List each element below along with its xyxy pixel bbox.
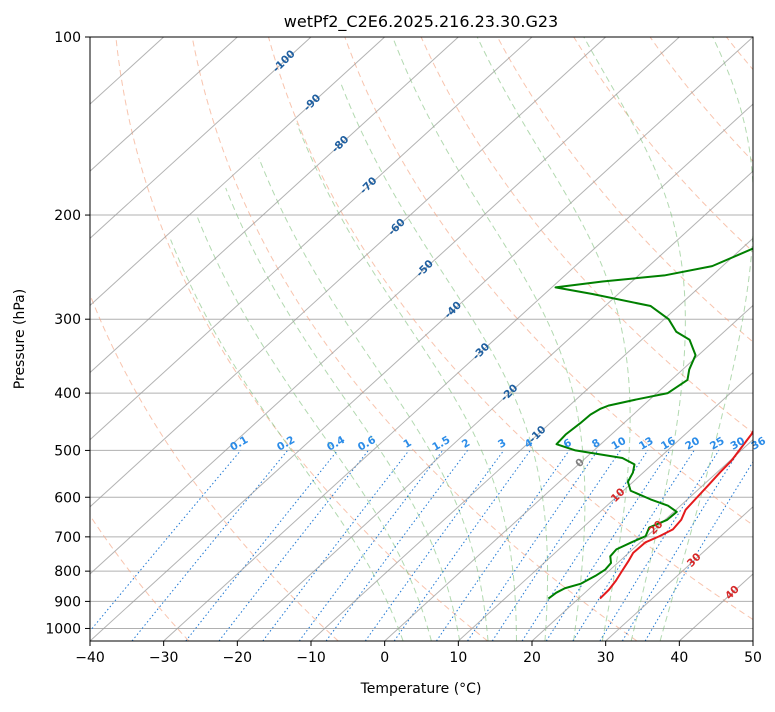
y-tick-label: 700	[54, 530, 81, 546]
x-tick-label: 30	[597, 650, 615, 666]
x-tick-label: 20	[523, 650, 541, 666]
y-tick-label: 500	[54, 443, 81, 459]
y-tick-label: 1000	[45, 621, 81, 637]
y-tick-label: 300	[54, 312, 81, 328]
y-tick-label: 100	[54, 30, 81, 46]
y-tick-label: 400	[54, 386, 81, 402]
x-tick-label: 10	[449, 650, 467, 666]
chart-title: wetPf2_C2E6.2025.216.23.30.G23	[284, 12, 558, 32]
y-tick-label: 600	[54, 490, 81, 506]
x-tick-label: −10	[296, 650, 326, 666]
x-tick-label: −40	[75, 650, 105, 666]
x-tick-label: 0	[380, 650, 389, 666]
x-axis-label: Temperature (°C)	[360, 681, 482, 697]
x-tick-label: −20	[223, 650, 253, 666]
y-tick-label: 900	[54, 594, 81, 610]
x-tick-label: 50	[744, 650, 762, 666]
y-tick-label: 200	[54, 208, 81, 224]
y-tick-label: 800	[54, 564, 81, 580]
x-tick-label: 40	[670, 650, 688, 666]
y-axis-label: Pressure (hPa)	[12, 289, 28, 389]
x-tick-label: −30	[149, 650, 179, 666]
